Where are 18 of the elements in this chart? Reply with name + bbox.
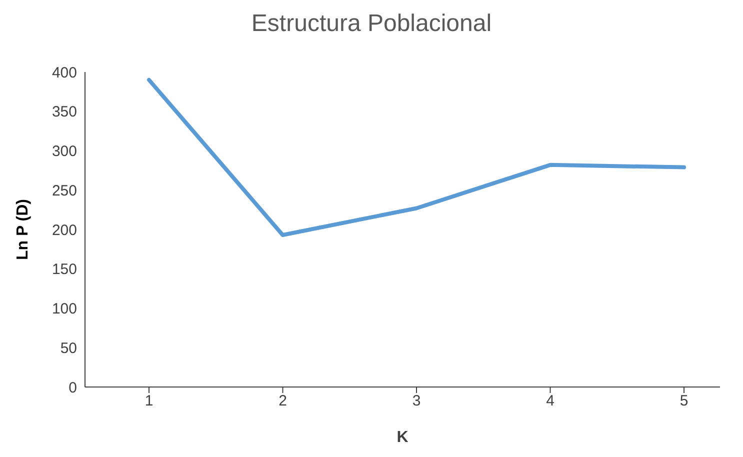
y-tick-label: 250	[52, 182, 77, 200]
x-tick-label: 4	[546, 392, 554, 410]
chart-title: Estructura Poblacional	[250, 10, 493, 38]
x-tick-label: 3	[412, 392, 421, 410]
x-tick-label: 2	[278, 392, 287, 410]
y-axis-title: Ln P (D)	[14, 198, 32, 260]
y-tick-label: 300	[52, 143, 77, 160]
y-tick-label: 0	[68, 379, 77, 396]
y-tick-label: 100	[52, 300, 77, 318]
x-tick-label: 1	[144, 392, 154, 410]
x-axis-title: K	[396, 429, 409, 446]
line-series	[147, 78, 686, 238]
y-tick-label: 150	[52, 261, 77, 278]
y-tick-label: 50	[60, 340, 77, 357]
y-tick-label: 400	[52, 64, 77, 82]
y-tick-label: 350	[52, 104, 77, 121]
y-tick-label: 200	[52, 222, 77, 239]
x-tick-label: 5	[680, 392, 688, 410]
